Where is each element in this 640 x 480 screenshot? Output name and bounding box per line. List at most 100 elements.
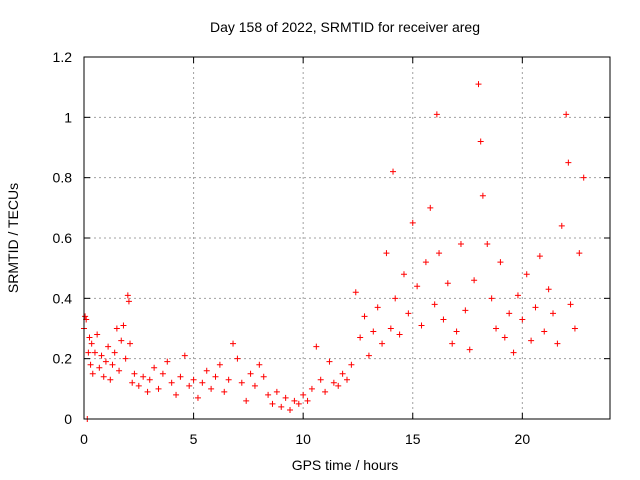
data-point: [113, 325, 120, 332]
data-point: [528, 337, 535, 344]
data-point: [168, 379, 175, 386]
data-point: [129, 379, 136, 386]
data-point: [98, 352, 105, 359]
data-point: [230, 340, 237, 347]
data-point: [479, 192, 486, 199]
data-point: [107, 376, 114, 383]
data-point: [339, 370, 346, 377]
data-point: [82, 313, 89, 320]
grid: [84, 57, 610, 419]
data-point: [433, 111, 440, 118]
axis-ticks: [83, 56, 610, 420]
x-tick-label: 0: [80, 431, 88, 447]
y-tick-label: 0.8: [53, 170, 73, 186]
data-point: [365, 352, 372, 359]
data-point: [457, 241, 464, 248]
data-point: [427, 204, 434, 211]
data-point: [554, 340, 561, 347]
data-point: [519, 316, 526, 323]
data-point: [273, 388, 280, 395]
data-point: [199, 379, 206, 386]
data-point: [313, 343, 320, 350]
data-point: [225, 376, 232, 383]
data-point: [477, 138, 484, 145]
data-point: [379, 340, 386, 347]
data-point: [181, 352, 188, 359]
data-point: [414, 283, 421, 290]
data-point: [87, 361, 94, 368]
data-point: [436, 250, 443, 257]
data-point: [105, 343, 112, 350]
data-point: [127, 340, 134, 347]
data-point: [159, 370, 166, 377]
data-point: [484, 241, 491, 248]
data-point: [260, 373, 267, 380]
data-point: [387, 325, 394, 332]
data-point: [475, 81, 482, 88]
data-point: [497, 259, 504, 266]
data-point: [208, 385, 215, 392]
data-point: [118, 337, 125, 344]
data-point: [278, 403, 285, 410]
data-point: [580, 174, 587, 181]
data-point: [304, 397, 311, 404]
data-point: [422, 259, 429, 266]
data-point: [221, 388, 228, 395]
y-tick-label: 1.2: [53, 49, 73, 65]
data-point: [212, 373, 219, 380]
x-tick-label: 15: [405, 431, 421, 447]
data-point: [269, 400, 276, 407]
data-point: [282, 394, 289, 401]
chart-title: Day 158 of 2022, SRMTID for receiver are…: [210, 19, 480, 35]
data-point: [571, 325, 578, 332]
y-tick-label: 0: [64, 411, 72, 427]
data-point: [287, 406, 294, 413]
y-tick-label: 0.6: [53, 230, 73, 246]
data-point: [116, 367, 123, 374]
x-axis-label: GPS time / hours: [292, 457, 399, 473]
data-point: [462, 307, 469, 314]
data-point: [506, 310, 513, 317]
data-point: [155, 385, 162, 392]
data-point: [94, 331, 101, 338]
data-point: [96, 364, 103, 371]
data-point: [510, 349, 517, 356]
data-point: [558, 222, 565, 229]
data-point: [431, 301, 438, 308]
data-point: [567, 301, 574, 308]
data-point: [330, 379, 337, 386]
y-tick-label: 0.4: [53, 290, 73, 306]
data-point: [85, 349, 92, 356]
data-point: [146, 376, 153, 383]
data-point: [466, 346, 473, 353]
data-point: [89, 370, 96, 377]
data-point: [532, 304, 539, 311]
data-point: [357, 334, 364, 341]
data-point: [308, 385, 315, 392]
data-point: [550, 310, 557, 317]
data-point: [164, 358, 171, 365]
data-point: [344, 376, 350, 383]
y-tick-label: 0.2: [53, 351, 73, 367]
data-point: [390, 168, 397, 175]
data-point: [400, 271, 407, 278]
data-point: [326, 358, 333, 365]
data-point: [545, 286, 552, 293]
data-point: [576, 250, 583, 257]
data-point: [122, 355, 129, 362]
data-point: [295, 400, 302, 407]
data-point: [144, 388, 151, 395]
y-tick-label: 1: [64, 109, 72, 125]
data-point: [335, 382, 342, 389]
data-point: [396, 331, 403, 338]
data-point: [300, 391, 307, 398]
data-point: [173, 391, 180, 398]
data-point: [317, 376, 324, 383]
data-point: [234, 355, 241, 362]
data-point: [125, 298, 132, 305]
data-point: [86, 334, 93, 341]
data-point: [124, 292, 131, 299]
data-point: [565, 159, 572, 166]
